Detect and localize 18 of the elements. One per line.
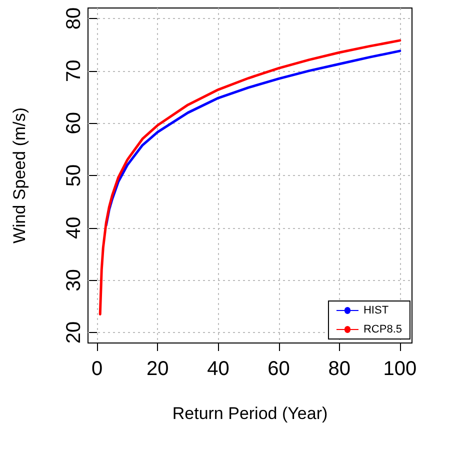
x-tick-label: 40 xyxy=(207,358,230,380)
x-tick-label: 80 xyxy=(328,358,350,380)
y-tick-label: 60 xyxy=(63,112,85,134)
y-tick-label: 70 xyxy=(63,60,85,82)
x-tick-label: 60 xyxy=(268,358,290,380)
x-tick-label: 20 xyxy=(146,358,169,380)
x-tick-label: 0 xyxy=(92,358,103,380)
y-tick-label: 40 xyxy=(63,216,85,239)
x-axis-title: Return Period (Year) xyxy=(172,404,328,423)
y-tick-label: 20 xyxy=(63,321,85,344)
legend-label: HIST xyxy=(363,304,389,316)
y-tick-label: 50 xyxy=(63,164,85,187)
line-series xyxy=(98,39,402,316)
y-axis-title: Wind Speed (m/s) xyxy=(10,107,29,244)
x-tick-label: 100 xyxy=(383,358,417,380)
legend-label: RCP8.5 xyxy=(363,324,402,336)
y-tick-label: 80 xyxy=(63,7,85,30)
y-tick-label: 30 xyxy=(63,269,85,292)
